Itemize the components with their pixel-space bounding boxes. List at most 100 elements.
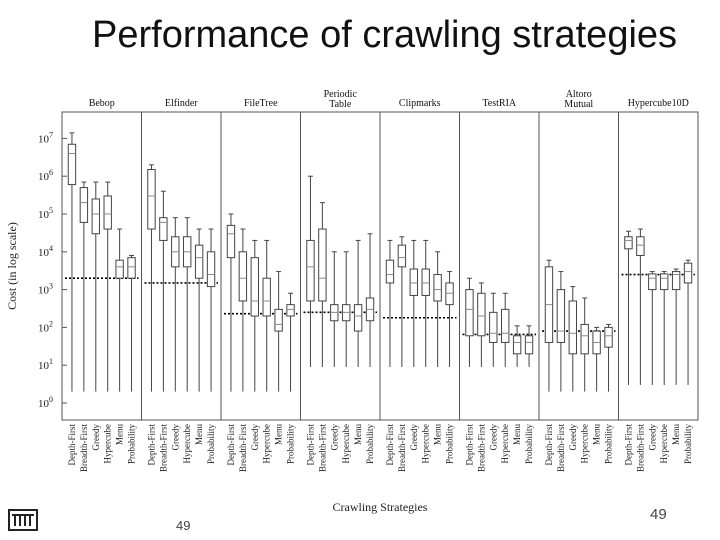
x-tick-label: Breadth-First [158,424,168,472]
box-greedy [489,311,498,343]
x-tick-label: Breadth-First [397,424,407,472]
x-tick-label: Depth-First [544,424,554,466]
panel-title: Elfinder [165,98,198,109]
box-hypercube [262,277,271,317]
x-tick-label: Menu [274,424,284,445]
x-tick-label: Breadth-First [238,424,248,472]
box-depth-first [385,259,395,284]
box-greedy [91,198,100,235]
box-menu [274,308,283,332]
university-logo [8,509,38,531]
x-tick-label: Menu [512,424,522,445]
x-tick-label: Greedy [329,424,339,451]
box-probability [206,251,216,288]
box-greedy [250,257,259,317]
box-hypercube [421,268,430,296]
box-depth-first [147,169,156,230]
box-probability [286,304,295,317]
x-tick-label: Greedy [170,424,180,451]
x-tick-label: Probability [604,424,614,464]
box-depth-first [465,289,474,337]
box-breadth-first [79,187,89,223]
x-tick-label: Hypercube [421,424,431,463]
x-tick-label: Probability [524,424,534,464]
x-tick-label: Menu [433,424,443,445]
box-depth-first [306,239,315,302]
x-tick-label: Breadth-First [556,424,566,472]
box-hypercube [580,323,589,355]
x-tick-label: Hypercube [500,424,510,463]
x-tick-label: Breadth-First [79,424,89,472]
x-tick-label: Menu [592,424,602,445]
y-tick-label: 102 [38,319,53,334]
x-tick-label: Probability [365,424,375,464]
x-tick-label: Hypercube [341,424,351,463]
box-menu [512,335,522,355]
box-probability [445,282,454,306]
box-breadth-first [159,217,168,241]
x-tick-label: Greedy [250,424,260,451]
box-greedy [409,268,418,296]
x-tick-label: Menu [115,424,125,445]
box-menu [353,304,363,332]
box-greedy [568,300,577,355]
x-tick-label: Breadth-First [317,424,327,472]
x-tick-label: Menu [194,424,204,445]
x-tick-label: Hypercube [262,424,272,463]
box-breadth-first [397,244,407,268]
panel-title: Altoro [566,89,592,100]
box-breadth-first [556,289,566,343]
x-tick-label: Breadth-First [476,424,486,472]
x-tick-label: Greedy [488,424,498,451]
y-tick-label: 107 [38,130,53,145]
panel-title: Hypercube10D [628,98,689,109]
footer-number: 49 [176,518,191,533]
x-axis-label: Crawling Strategies [333,500,428,514]
x-tick-label: Greedy [91,424,101,451]
x-tick-label: Depth-First [146,424,156,466]
panel-title: TestRIA [482,98,517,109]
x-tick-label: Greedy [409,424,419,451]
panel-title: Periodic [324,89,358,100]
box-probability [127,257,136,279]
y-tick-label: 101 [38,357,53,372]
box-depth-first [624,236,633,250]
panel-title: Table [329,99,352,110]
panel-title: FileTree [244,98,278,109]
y-axis-label: Cost (in log scale) [5,222,19,310]
panel-title: Clipmarks [399,98,441,109]
box-probability [604,326,613,348]
x-tick-label: Greedy [568,424,578,451]
box-menu [194,244,204,279]
x-tick-label: Probability [445,424,455,464]
x-tick-label: Hypercube [580,424,590,463]
box-breadth-first [636,236,645,256]
box-depth-first [226,224,236,259]
box-menu [115,259,124,279]
x-tick-label: Probability [206,424,216,464]
box-hypercube [501,308,510,343]
y-tick-label: 106 [38,168,53,183]
x-tick-label: Depth-First [226,424,236,466]
x-tick-label: Probability [127,424,137,464]
x-tick-label: Hypercube [659,424,669,463]
x-tick-label: Greedy [647,424,657,451]
box-greedy [648,273,657,291]
x-tick-label: Menu [353,424,363,445]
box-breadth-first [318,228,327,302]
x-tick-label: Depth-First [464,424,474,466]
box-probability [524,335,534,355]
box-depth-first [67,143,77,186]
x-tick-label: Probability [286,424,296,464]
box-menu [671,271,681,291]
x-tick-label: Depth-First [385,424,395,466]
box-menu [433,274,442,302]
x-tick-label: Hypercube [182,424,192,463]
x-tick-label: Hypercube [103,424,113,463]
panel-title: Mutual [564,99,593,110]
page-number: 49 [650,506,667,523]
y-tick-label: 100 [38,395,53,410]
box-probability [683,262,693,284]
x-tick-label: Breadth-First [635,424,645,472]
